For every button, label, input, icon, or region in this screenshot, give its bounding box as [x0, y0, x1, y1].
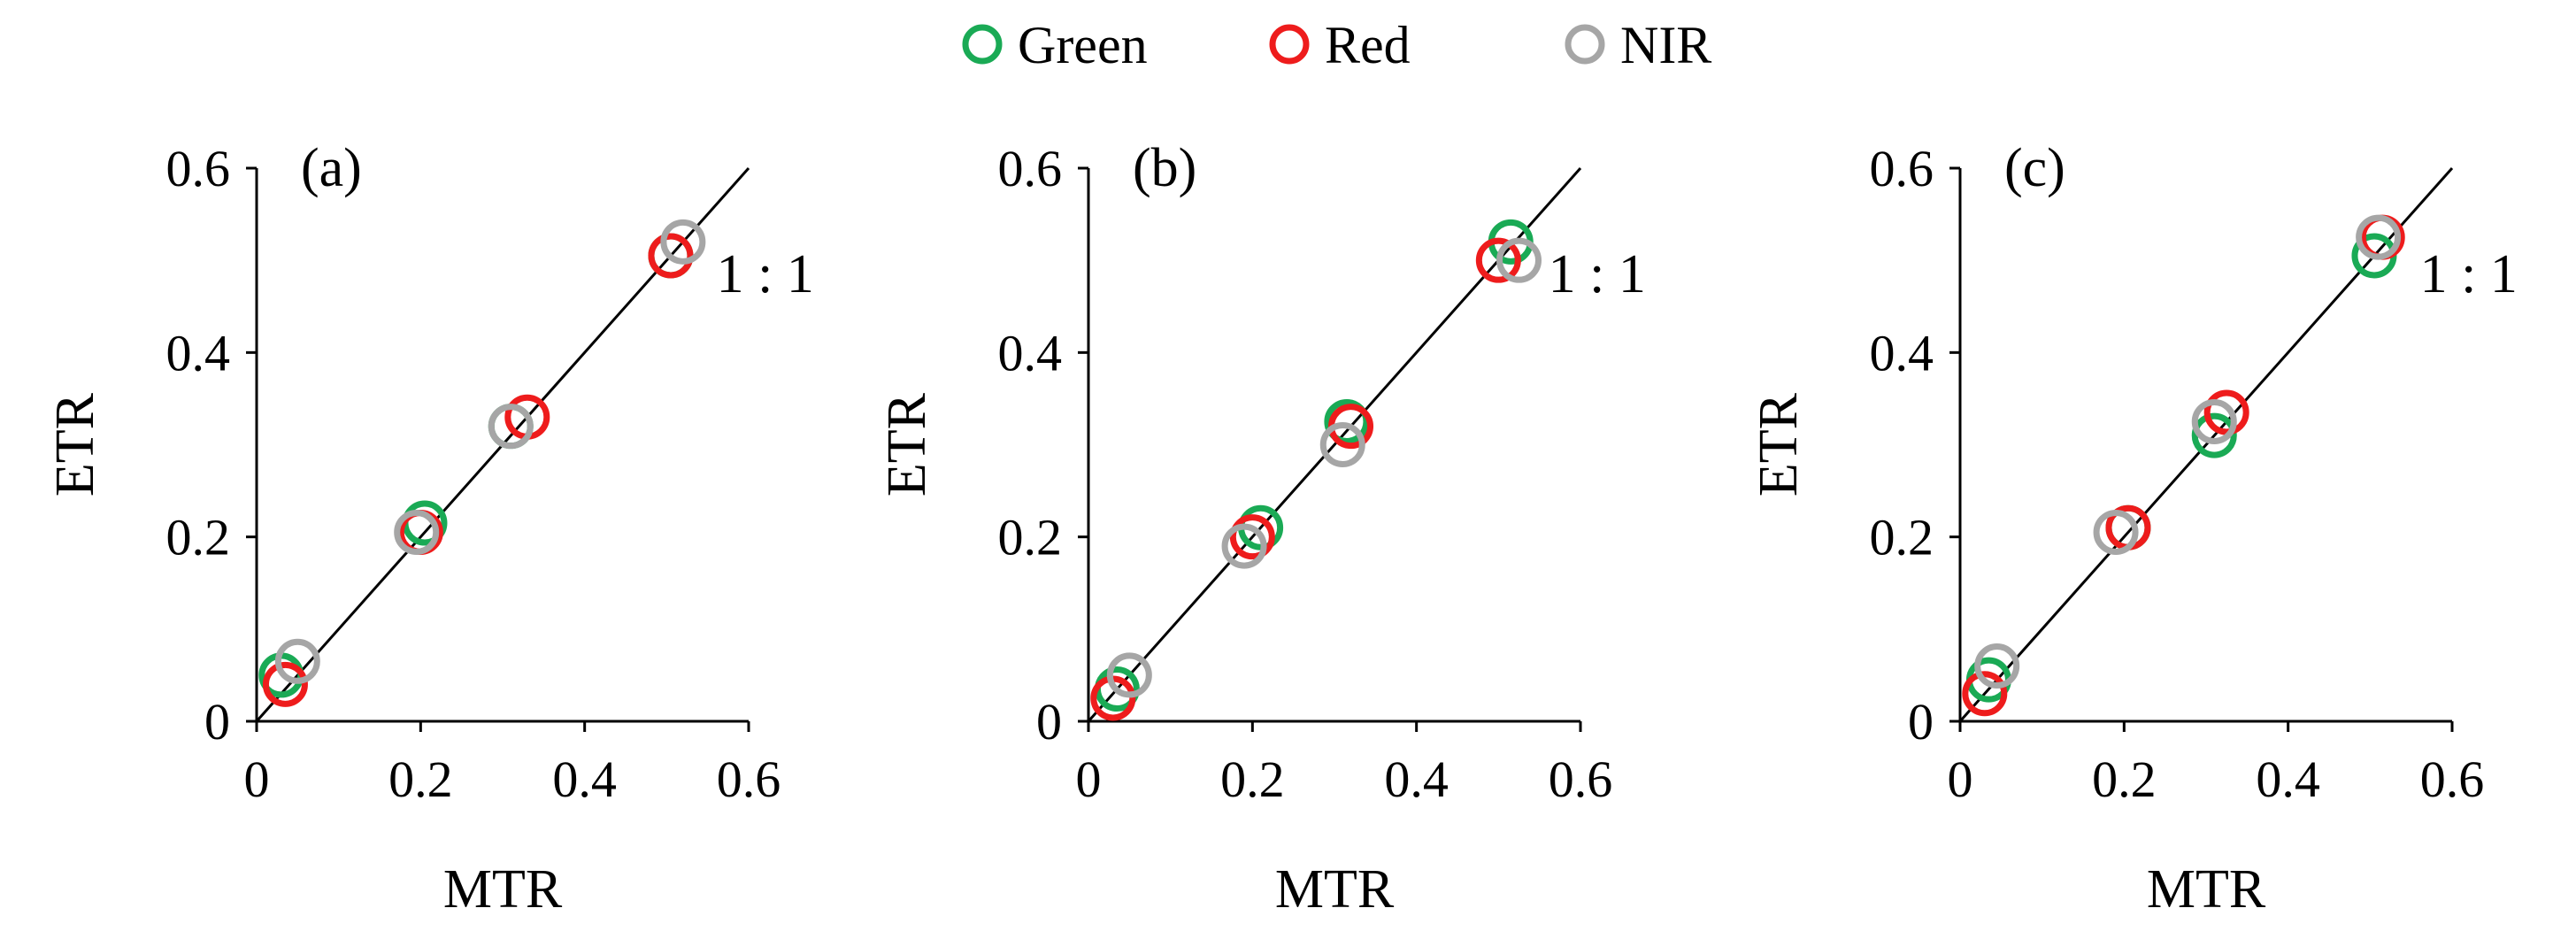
x-tick-label: 0.4 [2256, 750, 2320, 808]
y-tick-label: 0.4 [166, 324, 231, 381]
y-tick-label: 0.6 [1870, 140, 1934, 197]
x-tick-label: 0 [244, 750, 270, 808]
panel-a: 0 0.2 0.4 0.6 0 0.2 0.4 0.6 MTR ETR (a) 1 : 1 [45, 138, 814, 920]
y-axis-title: ETR [877, 392, 937, 496]
legend-label-green: Green [1018, 16, 1148, 74]
x-axis-title: MTR [443, 859, 563, 920]
y-tick-label: 0.2 [166, 509, 231, 566]
x-tick-label: 0.2 [2092, 750, 2157, 808]
panel-c: 0 0.2 0.4 0.6 0 0.2 0.4 0.6 MTR ETR (c) 1 : 1 [1749, 138, 2518, 920]
legend-marker-green [962, 24, 1003, 65]
x-tick-label: 0.2 [1220, 750, 1285, 808]
x-tick-label: 0.6 [2420, 750, 2485, 808]
y-tick-label: 0.4 [1870, 324, 1934, 381]
x-tick-label: 0.4 [552, 750, 617, 808]
y-axis-title: ETR [1749, 392, 1809, 496]
data-point-nir [2191, 398, 2237, 444]
legend-label-nir: NIR [1620, 16, 1711, 74]
legend-label-red: Red [1325, 16, 1411, 74]
data-point-nir [394, 509, 440, 555]
y-tick-label: 0 [1908, 693, 1934, 750]
y-tick-label: 0.2 [998, 509, 1063, 566]
x-tick-label: 0 [1076, 750, 1102, 808]
y-tick-label: 0 [204, 693, 230, 750]
one-to-one-label: 1 : 1 [717, 244, 814, 304]
one-to-one-label: 1 : 1 [1549, 244, 1646, 304]
data-point-green [2191, 412, 2237, 458]
y-axis-title: ETR [45, 392, 105, 496]
one-to-one-line [1087, 167, 1582, 722]
data-point-green [1324, 398, 1370, 444]
panel-label: (c) [2004, 138, 2065, 198]
data-point-nir [1221, 523, 1267, 569]
data-point-nir [1496, 237, 1542, 283]
one-to-one-line [1958, 167, 2454, 722]
one-to-one-label: 1 : 1 [2420, 244, 2518, 304]
data-point-nir [488, 404, 534, 450]
x-tick-label: 0 [1948, 750, 1973, 808]
data-point-nir [1319, 422, 1365, 467]
legend-marker-red [1269, 24, 1310, 65]
data-point-nir [1106, 652, 1152, 698]
data-point-nir [2093, 509, 2139, 555]
panel-label: (b) [1133, 138, 1196, 198]
x-axis-title: MTR [1275, 859, 1395, 920]
y-tick-label: 0.2 [1870, 509, 1934, 566]
panel-label: (a) [301, 138, 362, 198]
y-tick-label: 0.6 [998, 140, 1063, 197]
y-tick-label: 0.4 [998, 324, 1063, 381]
data-point-red [1229, 514, 1275, 560]
data-point-nir [2356, 214, 2402, 260]
data-point-nir [274, 638, 320, 684]
legend-marker-nir [1565, 24, 1605, 65]
data-point-nir [660, 219, 706, 265]
x-tick-label: 0.4 [1384, 750, 1449, 808]
legend: Green Red NIR [962, 16, 1711, 74]
data-point-red [262, 661, 308, 707]
y-tick-label: 0 [1036, 693, 1062, 750]
data-point-nir [1974, 643, 2020, 689]
y-tick-label: 0.6 [166, 140, 231, 197]
x-tick-label: 0.6 [1549, 750, 1613, 808]
x-tick-label: 0.2 [388, 750, 453, 808]
x-axis-title: MTR [2147, 859, 2266, 920]
data-point-red [1962, 671, 2008, 717]
data-point-red [1475, 237, 1521, 283]
data-point-red [648, 233, 694, 279]
x-tick-label: 0.6 [717, 750, 781, 808]
panel-b: 0 0.2 0.4 0.6 0 0.2 0.4 0.6 MTR ETR (b) 1 : 1 [877, 138, 1646, 920]
data-point-red [2203, 389, 2249, 435]
